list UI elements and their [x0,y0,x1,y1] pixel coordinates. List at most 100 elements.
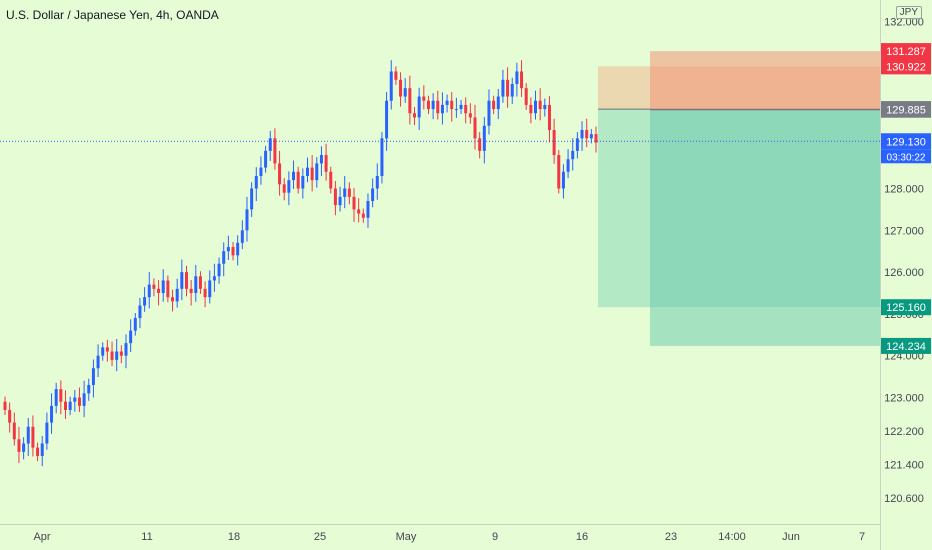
candle-body [426,100,430,110]
stop-loss-zone[interactable] [650,51,880,110]
x-tick-label: 7 [859,531,865,543]
candle-body [352,196,356,210]
candle-body [17,439,21,452]
candle-body [594,134,598,143]
candle-body [175,288,179,302]
candle-body [194,276,198,293]
take-profit-zone[interactable] [650,109,880,346]
candle-body [431,100,435,110]
candle-body [575,138,579,151]
candle-body [231,247,235,256]
candle-body [250,188,254,210]
candle-body [566,159,570,172]
x-tick-label: 9 [492,531,498,543]
candle-body [54,389,58,406]
candle-body [403,88,407,97]
candle-body [399,79,403,97]
candle-body [268,138,272,151]
x-tick-label: 16 [576,531,588,543]
candle-body [529,104,533,114]
candle-body [3,401,7,411]
candle-body [310,167,314,181]
x-tick-label: 11 [141,531,152,543]
candle-body [278,163,282,185]
candle-body [77,397,81,406]
price-badge-label: 125.160 [886,302,926,314]
y-tick-label: 127.000 [884,225,924,237]
candle-body [101,347,105,356]
y-tick-label: 126.000 [884,267,924,279]
price-badge [881,43,931,60]
candle-body [515,71,519,84]
candle-body [417,96,421,118]
candle-body [282,184,286,193]
candle-body [226,247,230,252]
candle-body [534,100,538,114]
price-badge-label: 129.885 [886,105,926,117]
candle-body [343,188,347,197]
price-badge-label: 124.234 [886,341,926,353]
price-badge-label: 130.922 [886,61,926,73]
candle-body [147,284,151,298]
candle-body [73,397,77,402]
candle-body [413,113,417,118]
candle-body [203,288,207,298]
candle-body [189,288,193,293]
candle-body [240,230,244,243]
currency-badge[interactable]: JPY [895,6,922,19]
candle-body [361,213,365,218]
candle-body [59,389,63,402]
candle-body [236,242,240,256]
price-axis-separator [880,0,881,550]
candle-body [87,384,91,394]
candle-body [152,284,156,289]
candle-body [217,263,221,277]
candle-body [96,355,100,369]
y-tick-label: 132.000 [884,16,924,28]
candle-body [124,343,128,356]
candle-body [520,71,524,89]
x-tick-label: Apr [33,531,50,543]
candle-body [389,71,393,101]
price-badge [881,101,931,118]
candle-body [547,104,551,130]
candle-body [571,150,575,160]
y-tick-label: 128.000 [884,184,924,196]
candle-body [296,171,300,189]
candle-body [524,88,528,105]
candle-body [184,272,188,289]
candle-body [45,422,49,444]
candle-body [143,297,147,306]
candle-body [171,297,175,302]
x-tick-label: 23 [665,531,677,543]
candle-body [487,100,491,126]
candle-body [324,155,328,172]
candle-body [129,330,133,344]
candle-body [380,138,384,176]
candle-body [305,167,309,176]
candle-body [8,410,12,423]
candle-body [198,276,202,289]
candle-body [63,401,67,411]
candle-body [138,305,142,319]
candle-body [26,426,30,444]
candle-body [208,280,212,298]
candle-body [82,393,86,406]
price-badge-label: 131.287 [886,46,926,58]
countdown-badge [881,149,931,164]
candle-body [259,167,263,176]
y-tick-label: 122.200 [884,426,924,438]
price-badge-label: 129.130 [886,136,926,148]
candle-body [292,171,296,181]
candle-body [468,113,472,118]
candle-body [464,104,468,114]
candle-body [264,150,268,168]
candle-body [552,129,556,156]
candle-body [315,163,319,181]
candle-body [501,79,505,97]
candle-body [31,426,35,448]
candle-body [371,188,375,202]
candle-body [161,280,165,293]
